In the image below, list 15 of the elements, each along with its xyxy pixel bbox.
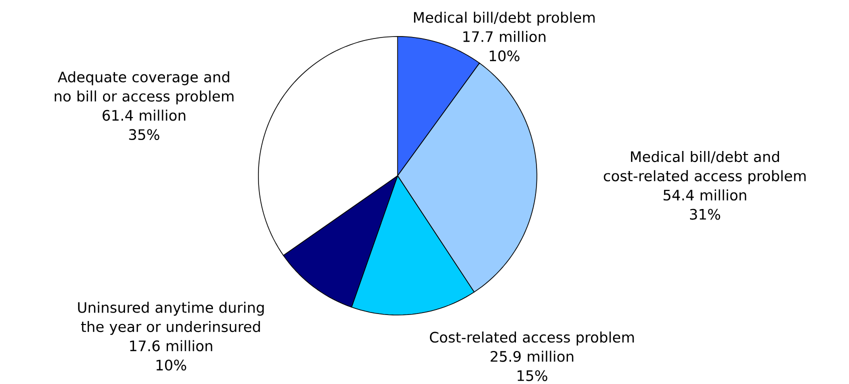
text: 31% xyxy=(690,208,720,220)
text: 10% xyxy=(156,360,186,370)
data-label: 61.4 million xyxy=(102,110,186,121)
data-label: 17.6 million xyxy=(130,340,212,352)
slice-label: Adequate coverage and no bill or access problem xyxy=(54,71,234,104)
data-label: 17.7 million xyxy=(463,30,546,42)
text: 15% xyxy=(518,370,548,382)
slice-label: Medical bill/debt and cost-related access problem xyxy=(604,150,806,184)
data-label: 54.4 million xyxy=(664,189,746,200)
text: 10% xyxy=(490,50,520,62)
text: 35% xyxy=(129,129,160,140)
slice-label: Cost-related access problem xyxy=(430,331,634,346)
data-label: 25.9 million xyxy=(490,350,574,362)
slice-label: Uninsured anytime during the year or underinsured xyxy=(78,302,264,335)
slice-label: Medical bill/debt problem xyxy=(414,12,595,26)
